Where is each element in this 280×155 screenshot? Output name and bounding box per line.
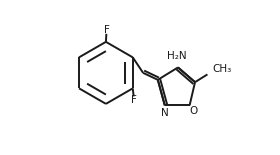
Text: N: N: [161, 108, 169, 118]
Text: F: F: [104, 25, 109, 35]
Text: F: F: [131, 95, 137, 105]
Text: CH₃: CH₃: [212, 64, 231, 74]
Text: H₂N: H₂N: [167, 51, 187, 61]
Text: O: O: [190, 106, 198, 116]
